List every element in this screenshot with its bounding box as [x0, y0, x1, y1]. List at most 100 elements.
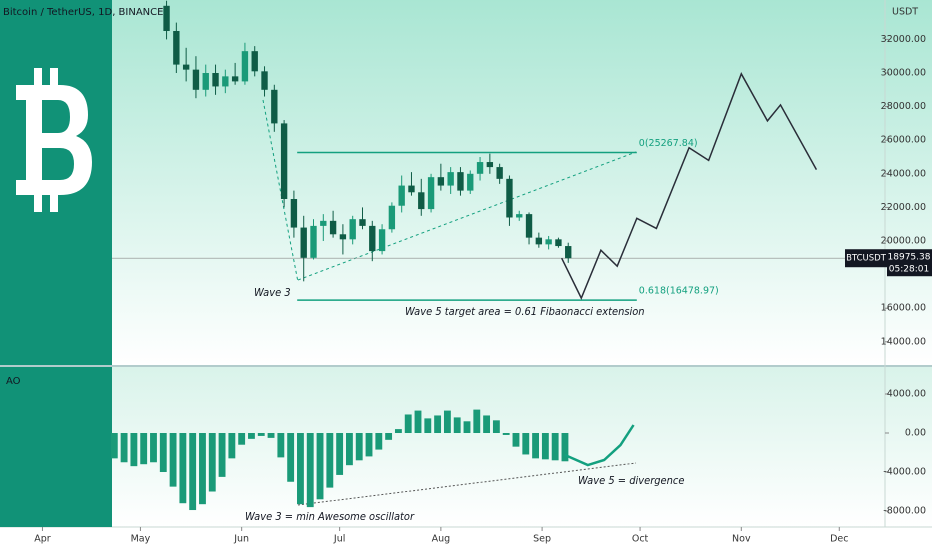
x-tick-label: Dec: [830, 534, 848, 545]
candle-body: [476, 162, 484, 174]
ao-bar: [541, 433, 549, 460]
logo-panel-lower: [0, 367, 112, 527]
candle-body: [516, 214, 523, 218]
candle-body: [339, 234, 347, 240]
candle-body: [163, 5, 170, 31]
ao-bar: [532, 433, 540, 459]
candle-body: [300, 227, 307, 258]
currency: USDT: [892, 7, 918, 18]
projection-line: [561, 72, 818, 300]
candle-body: [486, 162, 494, 168]
ao-bar: [199, 433, 206, 505]
ao-bar: [375, 433, 383, 450]
price-value-tag: [887, 249, 932, 277]
candle-body: [329, 220, 337, 235]
ao-bar: [483, 415, 491, 434]
candle-body: [212, 73, 219, 87]
ao-bar: [248, 433, 255, 439]
ao-bar: [316, 433, 324, 500]
ao-bar: [267, 433, 275, 438]
candle-body: [349, 219, 356, 240]
candle-body: [192, 69, 200, 90]
ao-bar: [228, 433, 236, 459]
candle-body: [427, 177, 435, 210]
ao-bar: [522, 433, 530, 455]
candle-body: [535, 237, 543, 245]
annotation: Wave 3: [254, 286, 291, 299]
ao-bar: [561, 433, 569, 462]
ao-bar: [394, 429, 402, 434]
candle-body: [525, 214, 533, 238]
y-tick-label: 24000.00: [881, 168, 926, 179]
trendline: [297, 151, 637, 281]
candle-body: [251, 51, 258, 72]
x-tick-label: Apr: [34, 534, 51, 545]
ao-bar: [326, 433, 334, 488]
ao-bar: [355, 433, 363, 461]
ao-bar: [473, 409, 481, 434]
candle-body: [565, 246, 572, 259]
ao-bar: [120, 433, 128, 463]
candle-body: [408, 185, 415, 193]
ao-bar: [512, 433, 520, 447]
ao-bar: [277, 433, 285, 458]
symbol-title: Bitcoin / TetherUS, 1D, BINANCE: [3, 7, 163, 18]
candle-body: [545, 239, 552, 245]
x-tick-label: Jun: [233, 534, 249, 545]
y-tick-label: 22000.00: [881, 202, 926, 213]
ao-bar: [110, 433, 118, 459]
candle-body: [447, 172, 454, 186]
price-value: 18975.38: [888, 253, 931, 263]
candle-body: [173, 30, 180, 65]
price-tag-symbol: BTCUSDT: [846, 254, 887, 264]
candle-body: [320, 220, 327, 226]
candle-body: [378, 229, 386, 252]
ao-bar: [551, 433, 559, 461]
ao-bar: [414, 410, 422, 434]
candle-body: [467, 173, 474, 191]
annotation: Wave 5 = divergence: [578, 474, 684, 487]
bitcoin-logo: [16, 68, 92, 212]
y-tick-label: -8000.00: [883, 506, 926, 517]
candle-body: [369, 225, 376, 252]
ao-bar: [208, 433, 216, 492]
candle-body: [388, 205, 396, 230]
ao-bar: [443, 410, 451, 434]
candle-body: [202, 73, 209, 90]
x-tick-label: Jul: [333, 534, 345, 545]
annotation: Wave 3 = min Awesome oscillator: [245, 510, 415, 523]
indicator-name: AO: [6, 376, 21, 387]
y-tick-label: 14000.00: [881, 336, 926, 347]
ao-bar: [385, 433, 393, 440]
y-tick-label: 16000.00: [881, 303, 926, 314]
price-tag: [845, 249, 887, 268]
x-tick-label: May: [131, 534, 151, 545]
y-tick-label: 0.00: [905, 428, 926, 439]
annotation: Wave 5 target area = 0.61 Fibaonacci ext…: [405, 305, 645, 318]
ao-bar: [492, 420, 500, 434]
x-tick-label: Sep: [533, 534, 551, 545]
ao-bar: [365, 433, 373, 457]
candle-body: [261, 71, 268, 90]
ao-bar: [434, 415, 442, 434]
candle-body: [506, 178, 513, 218]
countdown: 05:28:01: [889, 265, 929, 275]
ao-bar: [169, 433, 177, 487]
trendline: [262, 99, 299, 283]
x-tick-label: Oct: [632, 534, 649, 545]
ao-trendline: [297, 462, 637, 506]
candle-body: [437, 177, 445, 186]
price-pane: [0, 0, 932, 365]
ao-bar: [424, 418, 432, 434]
x-tick-label: Nov: [732, 534, 751, 545]
candle-body: [418, 192, 425, 210]
candle-body: [182, 64, 190, 70]
fib-label: 0.618(16478.97): [639, 286, 719, 297]
ao-bar: [404, 414, 412, 434]
ao-bar: [306, 433, 314, 508]
ao-bar: [297, 433, 304, 505]
candle-body: [290, 199, 298, 228]
y-tick-label: 28000.00: [881, 101, 926, 112]
ao-pane: [0, 367, 932, 527]
candle-body: [359, 219, 366, 226]
